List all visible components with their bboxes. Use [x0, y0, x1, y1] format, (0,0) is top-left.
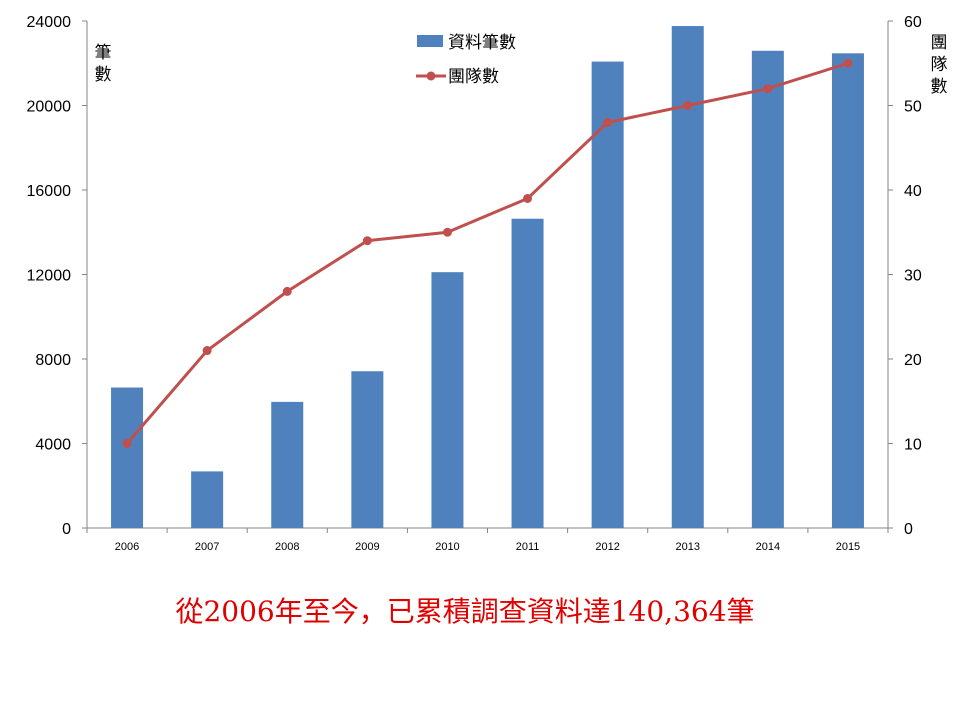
line-point: [362, 236, 372, 246]
bar: [191, 471, 224, 528]
y-tick-label: 8000: [35, 352, 71, 369]
y-tick-label: 20000: [27, 99, 72, 116]
y-axis-label: 筆數: [94, 43, 112, 85]
line-point: [282, 286, 292, 296]
x-tick-label: 2013: [676, 541, 700, 553]
legend-bar-swatch: [417, 35, 443, 47]
bar: [111, 387, 144, 528]
x-tick-label: 2010: [435, 541, 459, 553]
y2-tick-label: 0: [904, 521, 913, 538]
y2-tick-label: 60: [904, 14, 922, 31]
x-tick-label: 2015: [836, 541, 860, 553]
caption: 從2006年至今，已累積調查資料達140,364筆: [175, 595, 755, 628]
bar: [751, 50, 784, 528]
y-tick-label: 4000: [35, 437, 71, 454]
x-tick-label: 2007: [195, 541, 219, 553]
y2-axis-label: 團隊數: [930, 33, 948, 97]
y2-tick-label: 10: [904, 437, 922, 454]
x-tick-label: 2011: [516, 541, 540, 553]
bar: [591, 61, 624, 529]
bar: [351, 371, 384, 528]
y-tick-label: 24000: [27, 14, 72, 31]
y2-tick-label: 50: [904, 99, 922, 116]
bar: [511, 218, 544, 529]
x-tick-label: 2006: [115, 541, 139, 553]
line-point: [442, 227, 452, 237]
line-point: [202, 346, 212, 356]
bar: [831, 53, 864, 528]
x-tick-label: 2014: [756, 541, 780, 553]
line-point: [603, 117, 613, 127]
line-point: [843, 58, 853, 68]
x-tick-label: 2008: [275, 541, 299, 553]
bar: [271, 401, 304, 528]
bar: [431, 272, 464, 528]
y-tick-label: 16000: [27, 183, 72, 200]
series-line: [125, 61, 849, 445]
line-series: [122, 58, 853, 448]
x-tick-label: 2009: [355, 541, 379, 553]
legend-line-label: 團隊數: [448, 67, 499, 87]
tick-labels: 0 4000 8000 12000 16000 20000 24000 0 10 20 30 40 50…: [27, 14, 922, 553]
line-point: [683, 101, 693, 110]
bars: [111, 26, 864, 529]
legend-bar-label: 資料筆數: [448, 33, 516, 53]
y-tick-label: 12000: [27, 268, 72, 285]
line-point: [763, 84, 773, 94]
x-tick-label: 2012: [595, 541, 619, 553]
y2-tick-label: 40: [904, 183, 922, 200]
line-point: [122, 439, 132, 448]
legend-line-marker: [426, 71, 436, 81]
line-point: [523, 193, 533, 203]
y-tick-label: 0: [62, 521, 71, 538]
y2-tick-label: 30: [904, 268, 922, 285]
y2-tick-label: 20: [904, 352, 922, 369]
